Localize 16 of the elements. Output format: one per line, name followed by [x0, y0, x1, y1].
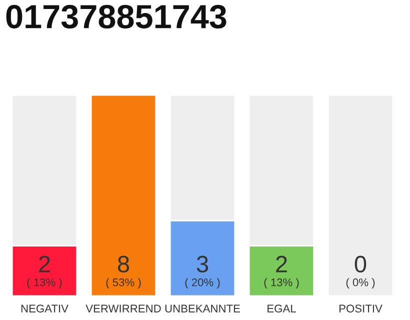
x-tick-label: UNBEKANNTE — [165, 304, 240, 312]
data-label: 2 — [276, 256, 287, 272]
data-label: 3 — [196, 256, 208, 272]
annotation: ( 13% ) — [27, 278, 62, 288]
annotation: ( 0% ) — [346, 278, 375, 288]
chart-title: 017378851743 — [6, 4, 226, 29]
x-tick-label: EGAL — [268, 304, 296, 312]
annotation: ( 53% ) — [106, 278, 141, 288]
data-label: 8 — [118, 256, 130, 272]
annotation: ( 13% ) — [264, 278, 299, 288]
annotation: ( 20% ) — [185, 278, 220, 288]
x-tick-label: VERWIRREND — [86, 304, 161, 312]
x-tick-label: POSITIV — [339, 304, 382, 312]
data-label: 2 — [39, 256, 50, 272]
x-tick-label: NEGATIV — [21, 304, 68, 312]
data-label: 0 — [354, 256, 366, 272]
